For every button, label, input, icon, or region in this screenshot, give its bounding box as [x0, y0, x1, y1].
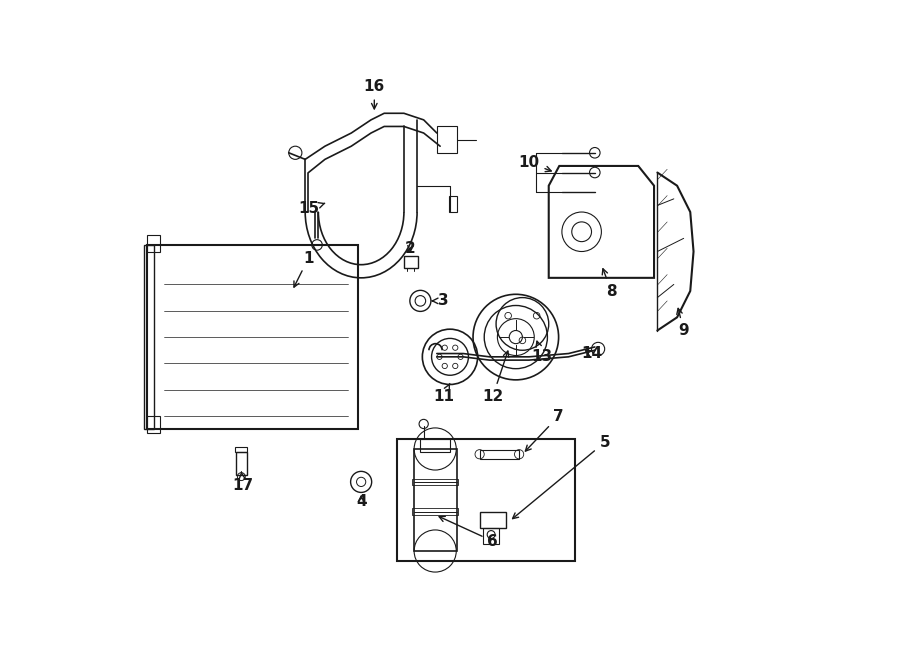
Bar — [144, 245, 154, 429]
Bar — [236, 452, 247, 475]
Text: 7: 7 — [526, 408, 564, 451]
Text: 5: 5 — [513, 435, 610, 519]
Bar — [483, 528, 500, 545]
Text: 8: 8 — [602, 269, 616, 299]
Text: 10: 10 — [518, 155, 552, 172]
Text: 11: 11 — [433, 383, 454, 404]
Text: 13: 13 — [532, 341, 553, 364]
Bar — [148, 416, 160, 432]
Text: 6: 6 — [439, 516, 499, 549]
Bar — [449, 196, 456, 212]
Text: 17: 17 — [232, 472, 253, 492]
Bar — [148, 245, 358, 429]
Bar — [412, 479, 458, 485]
Text: 12: 12 — [482, 351, 508, 404]
Text: 15: 15 — [298, 201, 325, 216]
Bar — [414, 449, 456, 551]
Bar — [397, 439, 575, 561]
Bar — [148, 235, 160, 252]
Bar — [412, 508, 458, 515]
Text: 1: 1 — [294, 251, 314, 287]
Bar — [404, 256, 419, 268]
Bar — [420, 439, 450, 452]
Text: 4: 4 — [356, 494, 366, 509]
Text: 2: 2 — [405, 241, 416, 256]
Bar — [436, 126, 456, 153]
Text: 9: 9 — [677, 309, 689, 338]
Bar — [480, 449, 519, 459]
Bar — [236, 447, 248, 452]
Text: 3: 3 — [432, 293, 449, 309]
Text: 14: 14 — [581, 346, 602, 361]
Text: 16: 16 — [364, 79, 385, 109]
Bar — [480, 512, 506, 528]
